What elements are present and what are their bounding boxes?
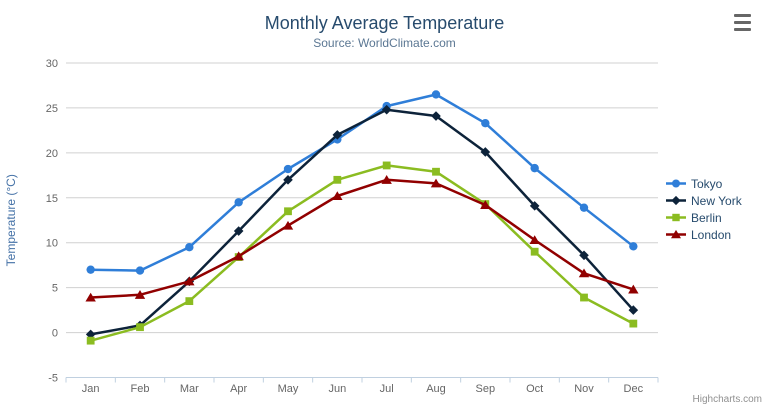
data-point-new-york-may[interactable] <box>283 175 293 185</box>
data-point-new-york-jul[interactable] <box>381 104 392 115</box>
data-point-new-york-jan[interactable] <box>85 329 96 340</box>
data-point-london-feb[interactable] <box>134 290 146 299</box>
data-point-tokyo-jan[interactable] <box>86 265 95 274</box>
x-axis-tick-label: May <box>278 383 299 395</box>
legend-item-new-york[interactable]: New York <box>666 193 742 208</box>
credits-link[interactable]: Highcharts.com <box>692 394 762 405</box>
data-point-new-york-oct[interactable] <box>529 201 540 211</box>
legend: Tokyo New York Berlin London <box>666 176 742 242</box>
data-point-berlin-nov[interactable] <box>580 293 588 302</box>
series-tokyo <box>86 90 638 275</box>
chart-title: Monthly Average Temperature <box>264 13 505 33</box>
data-point-berlin-jul[interactable] <box>382 161 391 170</box>
hamburger-icon <box>734 27 751 31</box>
series-new-york <box>85 104 639 340</box>
y-axis-tick-label: 5 <box>52 283 58 295</box>
data-point-berlin-feb[interactable] <box>136 323 144 332</box>
legend-label: London <box>691 227 732 242</box>
x-axis-tick-label: Apr <box>230 383 247 395</box>
y-axis-tick-label: -5 <box>48 373 58 385</box>
data-point-new-york-dec[interactable] <box>628 305 639 315</box>
legend-marker-diamond-icon <box>666 195 686 206</box>
series-line-berlin[interactable] <box>89 164 635 342</box>
data-point-tokyo-feb[interactable] <box>135 266 145 275</box>
x-axis-tick-label: Jul <box>380 383 394 395</box>
data-point-london-mar[interactable] <box>184 276 195 286</box>
data-point-london-oct[interactable] <box>529 235 540 245</box>
x-axis-tick-label: Feb <box>131 383 150 395</box>
legend-label: Tokyo <box>691 176 723 191</box>
legend-item-berlin[interactable]: Berlin <box>666 210 742 225</box>
y-axis-title: Temperature (°C) <box>4 174 18 266</box>
x-axis-tick-label: Nov <box>574 383 594 395</box>
x-axis-tick-label: Jan <box>82 383 100 395</box>
chart-subtitle: Source: WorldClimate.com <box>313 36 456 50</box>
data-point-tokyo-may[interactable] <box>283 164 293 174</box>
data-point-new-york-sep[interactable] <box>480 147 491 157</box>
legend-marker-square-icon <box>666 213 686 222</box>
data-point-tokyo-nov[interactable] <box>579 203 589 212</box>
legend-marker-triangle-icon <box>666 229 686 239</box>
x-axis-tick-label: Mar <box>180 383 199 395</box>
legend-item-tokyo[interactable]: Tokyo <box>666 176 742 191</box>
hamburger-icon <box>734 20 751 25</box>
data-point-london-nov[interactable] <box>578 268 590 278</box>
data-point-tokyo-dec[interactable] <box>629 242 638 251</box>
data-point-berlin-mar[interactable] <box>185 297 194 306</box>
x-axis-tick-label: Dec <box>624 383 644 395</box>
legend-label: New York <box>691 193 742 208</box>
data-point-new-york-apr[interactable] <box>233 226 244 236</box>
legend-marker-circle-icon <box>666 179 686 188</box>
data-point-tokyo-mar[interactable] <box>185 243 194 252</box>
y-axis-tick-label: 25 <box>46 103 58 115</box>
legend-label: Berlin <box>691 210 722 225</box>
x-axis-tick-label: Aug <box>426 383 446 395</box>
data-point-berlin-oct[interactable] <box>530 247 539 256</box>
data-point-london-jan[interactable] <box>85 292 96 302</box>
data-point-tokyo-oct[interactable] <box>530 163 539 173</box>
data-point-berlin-jan[interactable] <box>86 336 95 345</box>
x-axis-tick-label: Sep <box>476 383 496 395</box>
y-axis-tick-label: 10 <box>46 238 58 250</box>
data-point-new-york-aug[interactable] <box>431 111 441 121</box>
y-axis-tick-label: 0 <box>52 328 58 340</box>
x-axis-tick-label: Oct <box>526 383 543 395</box>
series-line-london[interactable] <box>89 178 635 299</box>
data-point-london-sep[interactable] <box>480 200 491 209</box>
data-point-new-york-jun[interactable] <box>332 130 343 140</box>
y-axis-tick-label: 15 <box>46 193 58 205</box>
data-point-tokyo-sep[interactable] <box>481 119 490 128</box>
series-line-new-york[interactable] <box>89 108 635 336</box>
data-point-london-jun[interactable] <box>332 191 343 200</box>
hamburger-icon <box>734 14 751 18</box>
legend-item-london[interactable]: London <box>666 227 742 242</box>
data-point-london-may[interactable] <box>282 220 294 230</box>
series-london <box>85 175 639 302</box>
data-point-new-york-nov[interactable] <box>579 250 589 261</box>
data-point-london-aug[interactable] <box>430 178 442 188</box>
data-point-berlin-jun[interactable] <box>333 175 342 184</box>
x-axis-tick-label: Jun <box>328 383 346 395</box>
data-point-berlin-may[interactable] <box>284 207 292 216</box>
y-axis-tick-label: 20 <box>46 148 58 160</box>
context-menu-button[interactable] <box>734 14 754 31</box>
data-point-london-jul[interactable] <box>381 175 392 184</box>
data-point-berlin-aug[interactable] <box>432 167 440 176</box>
data-point-london-dec[interactable] <box>628 284 639 294</box>
data-point-london-apr[interactable] <box>233 251 244 261</box>
data-point-tokyo-aug[interactable] <box>431 90 441 99</box>
data-point-berlin-dec[interactable] <box>629 319 638 328</box>
data-point-tokyo-apr[interactable] <box>234 198 243 207</box>
y-axis-tick-label: 30 <box>46 58 58 70</box>
